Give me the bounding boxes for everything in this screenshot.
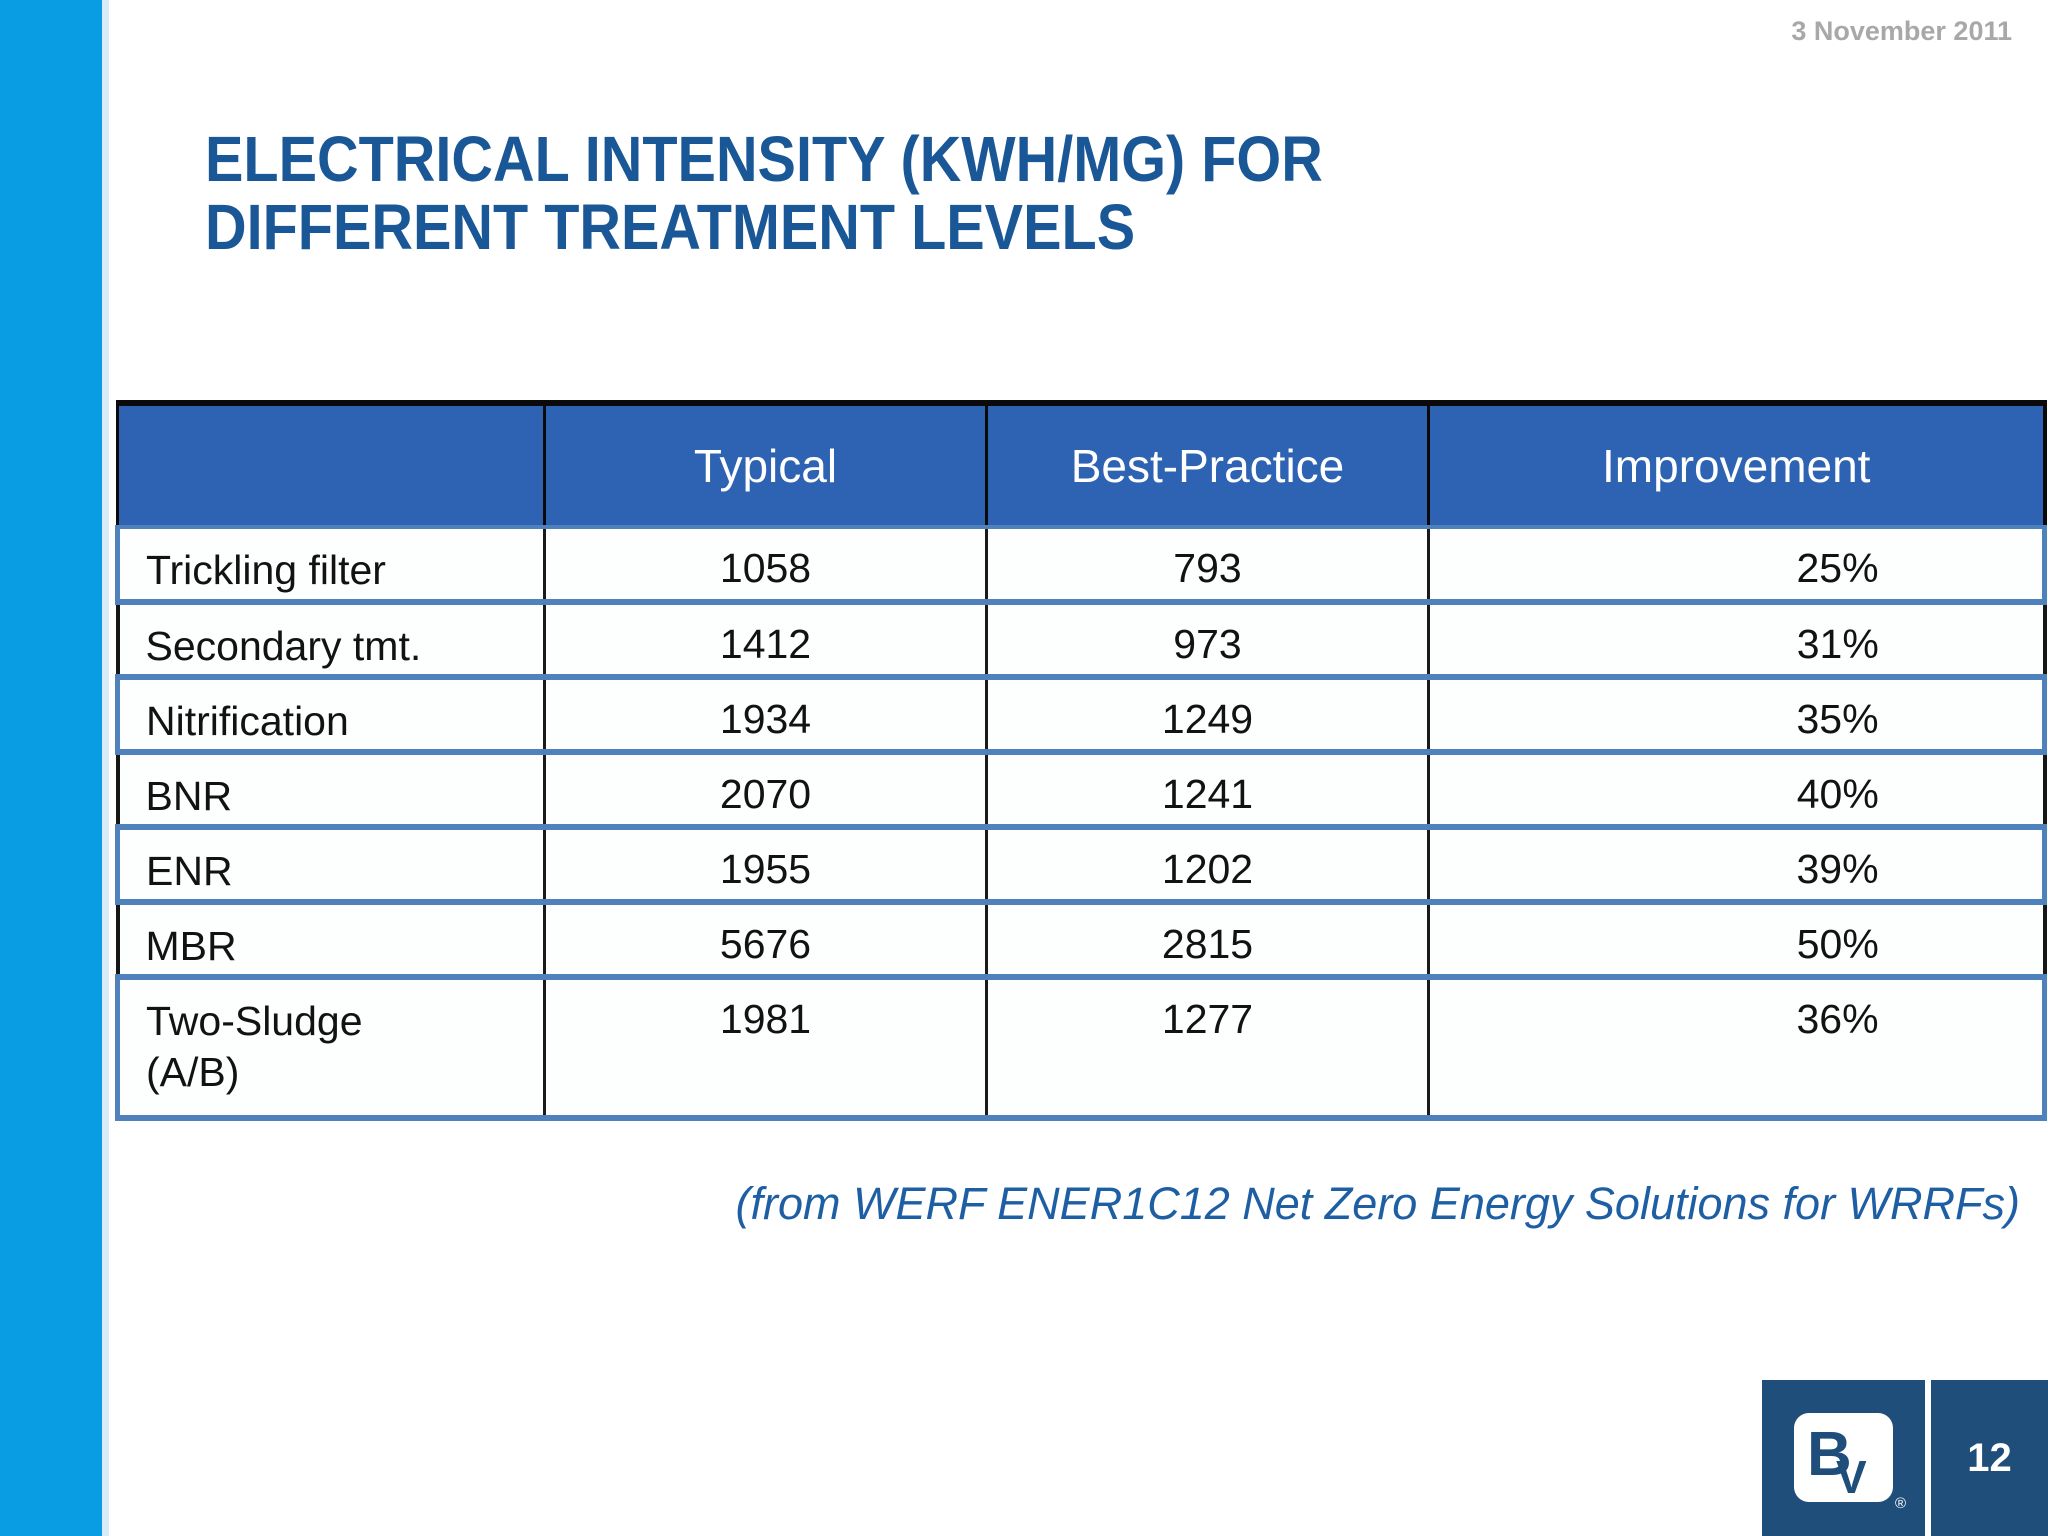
logo-letter-v: V bbox=[1836, 1451, 1867, 1502]
row-label: ENR bbox=[115, 827, 545, 905]
table-row: MBR 5676 2815 50% bbox=[115, 902, 2047, 980]
typical-value: 1412 bbox=[543, 602, 987, 680]
row-label: Two-Sludge (A/B) bbox=[115, 977, 545, 1121]
best-practice-value: 793 bbox=[985, 527, 1429, 605]
typical-value: 1955 bbox=[543, 827, 987, 905]
best-practice-value: 2815 bbox=[985, 902, 1429, 980]
header-cell-improvement: Improvement bbox=[1427, 400, 2047, 529]
typical-value: 5676 bbox=[543, 902, 987, 980]
best-practice-value: 1277 bbox=[985, 977, 1429, 1121]
table-row: Secondary tmt. 1412 973 31% bbox=[115, 602, 2047, 680]
bv-logo-icon: B V bbox=[1794, 1413, 1893, 1503]
header-cell-typical: Typical bbox=[543, 400, 987, 529]
improvement-value: 40% bbox=[1427, 752, 2047, 830]
treatment-intensity-table: Typical Best-Practice Improvement Trickl… bbox=[115, 400, 2047, 1121]
bv-monogram-icon: B V bbox=[1807, 1420, 1867, 1503]
improvement-value: 25% bbox=[1427, 527, 2047, 605]
best-practice-value: 1202 bbox=[985, 827, 1429, 905]
row-label: Nitrification bbox=[115, 677, 545, 755]
row-label-line2: (A/B) bbox=[146, 1049, 240, 1096]
header-cell-best-practice: Best-Practice bbox=[985, 400, 1429, 529]
table-row: Nitrification 1934 1249 35% bbox=[115, 677, 2047, 755]
typical-value: 1934 bbox=[543, 677, 987, 755]
typical-value: 1058 bbox=[543, 527, 987, 605]
improvement-value: 36% bbox=[1427, 977, 2047, 1121]
improvement-value: 50% bbox=[1427, 902, 2047, 980]
slide-title-line2: DIFFERENT TREATMENT LEVELS bbox=[205, 190, 1136, 263]
left-accent-bar bbox=[0, 0, 102, 1536]
improvement-value: 31% bbox=[1427, 602, 2047, 680]
improvement-value: 39% bbox=[1427, 827, 2047, 905]
slide-title-line1: ELECTRICAL INTENSITY (KWH/MG) FOR bbox=[205, 123, 1323, 195]
page-number: 12 bbox=[1967, 1435, 2012, 1480]
best-practice-value: 1241 bbox=[985, 752, 1429, 830]
header-cell-blank bbox=[116, 400, 545, 529]
row-label: Trickling filter bbox=[115, 527, 545, 605]
logo-letter-b: B bbox=[1807, 1420, 1852, 1489]
slide-date: 3 November 2011 bbox=[1791, 16, 2012, 46]
improvement-value: 35% bbox=[1427, 677, 2047, 755]
slide-title: ELECTRICAL INTENSITY (KWH/MG) FOR DIFFER… bbox=[205, 123, 1323, 263]
page-number-box: 12 bbox=[1931, 1380, 2048, 1536]
table-row: Two-Sludge (A/B) 1981 1277 36% bbox=[115, 977, 2047, 1121]
table-row: Trickling filter 1058 793 25% bbox=[115, 527, 2047, 605]
table-row: ENR 1955 1202 39% bbox=[115, 827, 2047, 905]
row-label: Secondary tmt. bbox=[115, 602, 545, 680]
left-accent-bar-edge bbox=[102, 0, 109, 1536]
registered-trademark-icon: ® bbox=[1895, 1495, 1907, 1512]
table-row: BNR 2070 1241 40% bbox=[115, 752, 2047, 830]
best-practice-value: 1249 bbox=[985, 677, 1429, 755]
typical-value: 1981 bbox=[543, 977, 987, 1121]
source-citation: (from WERF ENER1C12 Net Zero Energy Solu… bbox=[735, 1178, 2020, 1229]
row-label: MBR bbox=[115, 902, 545, 980]
typical-value: 2070 bbox=[543, 752, 987, 830]
row-label: BNR bbox=[115, 752, 545, 830]
table-header-row: Typical Best-Practice Improvement bbox=[116, 400, 2047, 529]
row-label-line1: Two-Sludge bbox=[146, 998, 363, 1044]
best-practice-value: 973 bbox=[985, 602, 1429, 680]
footer-logo-box: B V ® bbox=[1762, 1380, 1925, 1536]
